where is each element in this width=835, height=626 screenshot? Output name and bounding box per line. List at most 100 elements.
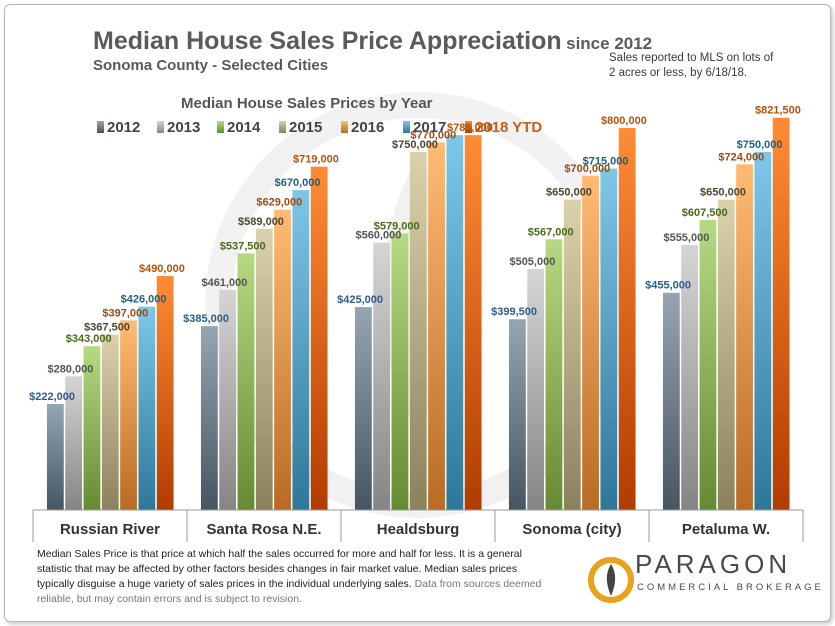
bar — [156, 276, 174, 510]
bar — [754, 151, 772, 510]
data-label: $425,000 — [337, 294, 383, 306]
bar — [508, 319, 526, 510]
x-tick-label: Santa Rosa N.E. — [206, 521, 321, 538]
bar — [527, 268, 545, 510]
bar — [255, 228, 273, 510]
data-label: $670,000 — [275, 177, 321, 189]
data-label: $800,000 — [601, 115, 647, 127]
bar — [292, 190, 310, 510]
bar — [736, 164, 753, 511]
bar — [237, 253, 255, 510]
data-label: $555,000 — [663, 232, 709, 244]
brand-name: PARAGON — [635, 549, 792, 579]
bar — [618, 128, 636, 510]
bar — [428, 142, 445, 510]
x-tick-label: Petaluma W. — [682, 521, 770, 538]
data-label: $399,500 — [491, 306, 537, 318]
bars — [46, 117, 790, 511]
x-tick-label: Russian River — [60, 521, 160, 538]
data-label: $367,500 — [84, 322, 130, 334]
legend: 2012 2013 2014 2015 2016 2017 2018 YTD — [97, 119, 542, 136]
footer-definition: Median Sales Price is that price at whic… — [37, 548, 522, 590]
chart-title: Median House Sales Prices by Year — [181, 95, 433, 112]
bar — [391, 233, 409, 510]
data-label: $280,000 — [47, 363, 93, 375]
legend-label: 2012 — [107, 119, 140, 136]
legend-label: 2016 — [351, 119, 384, 136]
data-label: $589,000 — [238, 216, 284, 228]
data-label: $426,000 — [121, 294, 167, 306]
bar — [138, 306, 156, 510]
legend-swatch — [465, 121, 472, 133]
bar — [662, 292, 680, 510]
x-axis: Russian River Santa Rosa N.E. Healdsburg So… — [32, 509, 804, 542]
legend-swatch — [217, 121, 224, 133]
data-label: $343,000 — [66, 333, 112, 345]
data-label: $650,000 — [700, 187, 746, 199]
data-label: $505,000 — [509, 256, 555, 268]
bar — [274, 209, 291, 510]
page-subtitle: Sonoma County - Selected Cities — [93, 57, 329, 74]
bar — [545, 239, 563, 510]
bar — [582, 175, 599, 510]
bar — [46, 403, 64, 510]
data-label: $455,000 — [645, 280, 691, 292]
bar — [219, 289, 237, 510]
data-label: $385,000 — [183, 313, 229, 325]
bar — [699, 219, 717, 510]
data-label: $607,500 — [682, 207, 728, 219]
legend-swatch — [403, 121, 410, 133]
data-label: $750,000 — [392, 139, 438, 151]
data-label: $719,000 — [293, 154, 339, 166]
data-label: $567,000 — [528, 226, 574, 238]
data-label: $461,000 — [201, 277, 247, 289]
footer-text: Median Sales Price is that price at whic… — [37, 547, 557, 607]
paragon-logo-icon — [588, 557, 634, 603]
data-label: $785,000 — [447, 122, 493, 134]
legend-label: 2015 — [289, 119, 322, 136]
bar — [65, 376, 83, 510]
data-label: $821,500 — [755, 105, 801, 117]
legend-label: 2018 YTD — [475, 119, 542, 136]
legend-swatch — [97, 121, 104, 133]
bar — [373, 242, 391, 510]
legend-swatch — [341, 121, 348, 133]
data-label: $700,000 — [564, 163, 610, 175]
data-label: $715,000 — [583, 156, 629, 168]
bar — [563, 199, 581, 510]
bar — [200, 326, 218, 510]
bar — [717, 199, 735, 510]
title-main: Median House Sales Price Appreciation — [93, 27, 562, 55]
data-label: $560,000 — [355, 230, 401, 242]
bar — [354, 307, 372, 510]
legend-label: 2017 — [413, 119, 446, 136]
legend-swatch — [279, 121, 286, 133]
data-label: $650,000 — [546, 187, 592, 199]
data-label: $750,000 — [737, 139, 783, 151]
bar — [446, 135, 464, 510]
data-note: Sales reported to MLS on lots of 2 acres… — [609, 52, 774, 79]
data-label: $490,000 — [139, 263, 185, 275]
data-label: $579,000 — [374, 221, 420, 233]
title-suffix: since 2012 — [566, 34, 653, 53]
bar-chart: Median House Sales Prices by Year 2012 20… — [29, 92, 804, 542]
data-label: $770,000 — [410, 129, 456, 141]
bar — [101, 334, 119, 510]
bar — [83, 346, 101, 510]
bar — [464, 135, 482, 510]
chart-frame: Median House Sales Prices by Year 2012 20… — [4, 4, 831, 622]
data-label: $724,000 — [718, 151, 764, 163]
bar — [409, 151, 427, 510]
legend-swatch — [157, 121, 164, 133]
bar — [310, 166, 328, 511]
x-tick-label: Healdsburg — [377, 521, 460, 538]
data-labels: $222,000 $280,000 $343,000$367,500 $397,000… — [29, 105, 801, 403]
data-label: $537,500 — [220, 240, 266, 252]
bar — [772, 117, 790, 510]
brand-tagline: COMMERCIAL BROKERAGE — [637, 582, 824, 593]
data-label: $397,000 — [102, 307, 148, 319]
legend-label: 2013 — [167, 119, 200, 136]
data-label: $222,000 — [29, 391, 75, 403]
page-title: Median House Sales Price Appreciation si… — [93, 27, 652, 56]
bar — [600, 168, 618, 510]
